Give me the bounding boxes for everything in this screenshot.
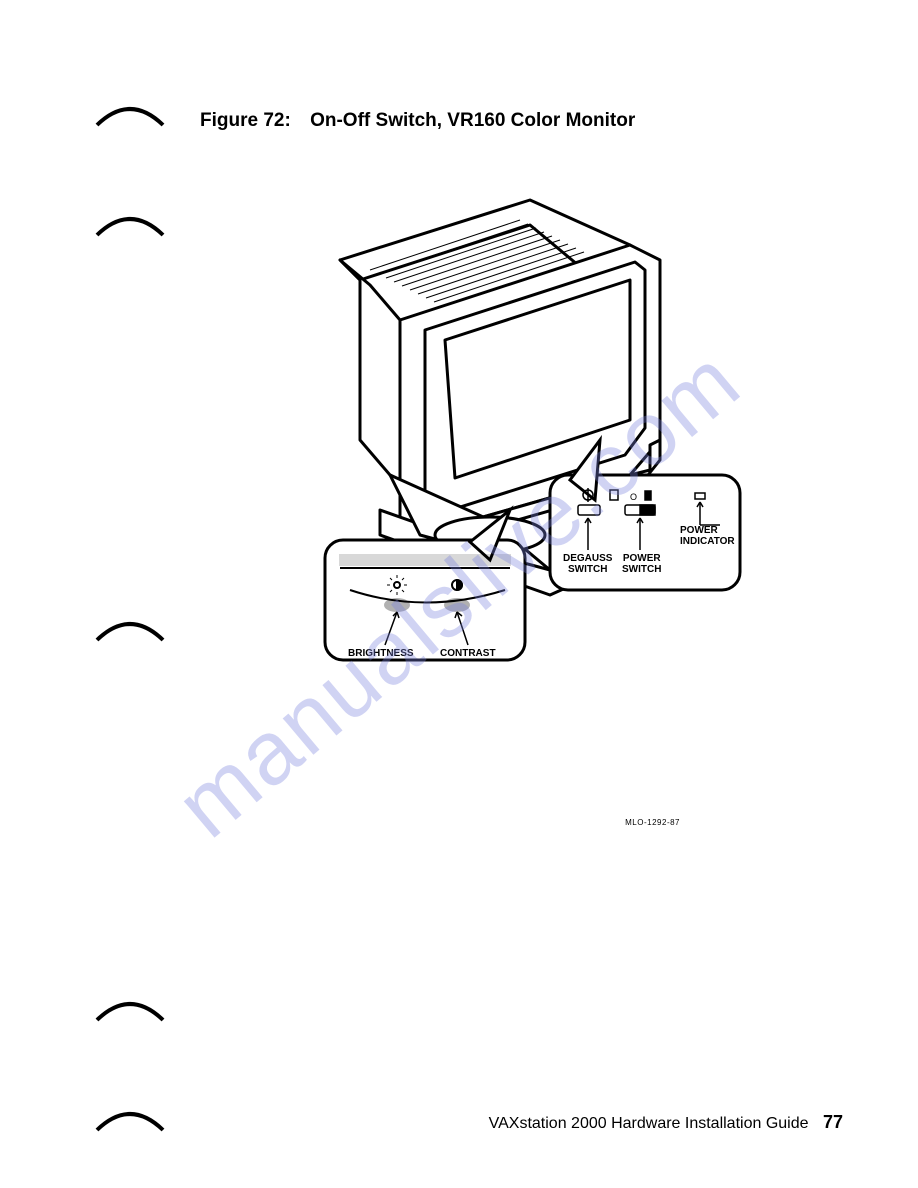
figure-id-code: MLO-1292-87 xyxy=(625,818,680,827)
page-footer: VAXstation 2000 Hardware Installation Gu… xyxy=(489,1112,843,1133)
figure-caption: On-Off Switch, VR160 Color Monitor xyxy=(310,110,635,131)
figure-title: Figure 72: On-Off Switch, VR160 Color Mo… xyxy=(200,110,635,132)
figure-number: Figure 72: xyxy=(200,110,291,131)
binding-arc-icon xyxy=(95,105,165,127)
document-page: Figure 72: On-Off Switch, VR160 Color Mo… xyxy=(0,0,918,1188)
binding-arc-icon xyxy=(95,1000,165,1022)
book-title: VAXstation 2000 Hardware Installation Gu… xyxy=(489,1115,809,1132)
page-number: 77 xyxy=(823,1112,843,1132)
svg-text:O: O xyxy=(630,492,637,502)
power-indicator-label: POWER INDICATOR xyxy=(680,525,735,547)
contrast-label: CONTRAST xyxy=(440,648,496,659)
monitor-illustration-svg: O xyxy=(230,170,750,690)
brightness-label: BRIGHTNESS xyxy=(348,648,414,659)
binding-arc-icon xyxy=(95,620,165,642)
power-switch-label: POWER SWITCH xyxy=(622,553,661,575)
degauss-switch-label: DEGAUSS SWITCH xyxy=(563,553,612,575)
binding-arc-icon xyxy=(95,215,165,237)
binding-arc-icon xyxy=(95,1110,165,1132)
monitor-diagram: O BRIGHTNESS CONTRAST DEGAUSS SWITCH POW… xyxy=(230,170,750,690)
